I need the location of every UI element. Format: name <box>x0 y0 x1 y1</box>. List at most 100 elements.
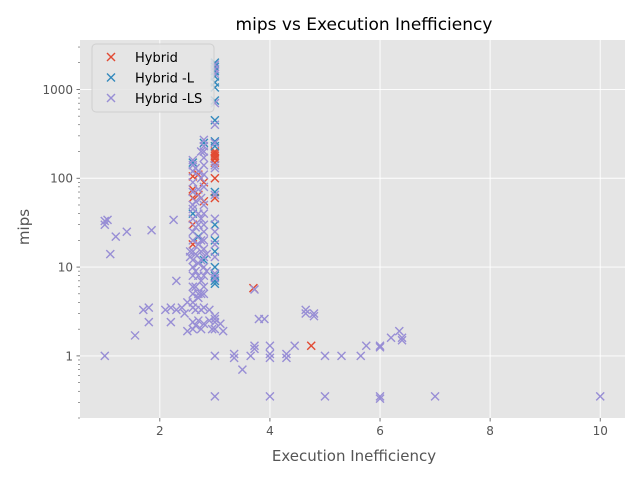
data-point <box>210 276 220 286</box>
data-point <box>430 391 440 401</box>
data-point <box>202 249 212 259</box>
data-point <box>320 391 330 401</box>
data-point <box>210 317 220 327</box>
data-point <box>199 170 209 180</box>
y-tick-label: 1000 <box>42 83 73 97</box>
data-point <box>182 326 192 336</box>
grid-lines <box>80 40 625 418</box>
data-point <box>199 182 209 192</box>
data-point <box>188 282 198 292</box>
data-point <box>265 391 275 401</box>
data-point <box>210 252 220 262</box>
data-point <box>356 351 366 361</box>
data-point <box>210 273 220 283</box>
axis-ticks: 2 4 6 8 10 1 10 100 1000 <box>42 46 608 438</box>
data-point <box>210 190 220 200</box>
legend-label: Hybrid <box>135 51 178 66</box>
data-point <box>199 303 209 313</box>
data-point <box>246 351 256 361</box>
data-point <box>309 311 319 321</box>
data-point <box>188 255 198 265</box>
data-point <box>210 235 220 245</box>
y-tick-label: 100 <box>50 172 73 186</box>
data-point <box>250 344 260 354</box>
data-point <box>193 184 203 194</box>
data-point <box>193 293 203 303</box>
data-point <box>188 227 198 237</box>
data-point <box>375 342 385 352</box>
data-point <box>199 255 209 265</box>
data-point <box>191 320 201 330</box>
data-point <box>210 163 220 173</box>
data-point <box>210 227 220 237</box>
legend-label: Hybrid -LS <box>135 92 202 107</box>
data-point <box>199 235 209 245</box>
data-point <box>130 330 140 340</box>
data-point <box>196 193 206 203</box>
data-point <box>397 335 407 345</box>
data-point <box>160 305 170 315</box>
data-point <box>229 353 239 363</box>
data-point <box>375 394 385 404</box>
chart-title: mips vs Execution Inefficiency <box>236 15 493 35</box>
legend-box <box>91 43 215 113</box>
data-point <box>191 266 201 276</box>
data-point <box>147 225 157 235</box>
data-point <box>210 173 220 183</box>
data-point <box>188 262 198 272</box>
data-point <box>210 351 220 361</box>
data-point <box>191 196 201 206</box>
data-point <box>210 151 220 161</box>
data-point <box>180 309 190 319</box>
data-point <box>111 232 121 242</box>
data-point <box>394 326 404 336</box>
data-point <box>265 353 275 363</box>
data-point <box>196 324 206 334</box>
data-point <box>166 317 176 327</box>
data-point <box>188 158 198 168</box>
data-point <box>196 276 206 286</box>
data-point <box>215 319 225 329</box>
data-point <box>188 235 198 245</box>
data-point <box>306 341 316 351</box>
data-point <box>375 391 385 401</box>
data-point <box>250 341 260 351</box>
data-point <box>210 214 220 224</box>
data-point <box>199 319 209 329</box>
data-point <box>199 244 209 254</box>
data-point <box>144 317 154 327</box>
data-point <box>210 391 220 401</box>
data-point <box>210 138 220 148</box>
data-point <box>250 284 260 294</box>
data-point <box>210 239 220 249</box>
data-point <box>199 282 209 292</box>
data-point <box>309 309 319 319</box>
data-point <box>100 216 110 226</box>
y-tick-label: 10 <box>58 261 73 275</box>
data-point <box>229 349 239 359</box>
data-point <box>290 341 300 351</box>
data-point <box>199 138 209 148</box>
data-point <box>386 333 396 343</box>
data-point <box>199 289 209 299</box>
x-axis-label: Execution Inefficiency <box>272 447 436 465</box>
data-point <box>210 154 220 164</box>
data-point <box>105 249 115 259</box>
data-point <box>202 266 212 276</box>
data-point <box>100 220 110 230</box>
data-point <box>196 214 206 224</box>
data-point <box>237 365 247 375</box>
data-point <box>199 153 209 163</box>
data-point <box>281 353 291 363</box>
legend-label: Hybrid -L <box>135 72 195 87</box>
y-axis-label: mips <box>15 209 33 245</box>
data-point <box>210 187 220 197</box>
data-point <box>196 289 206 299</box>
data-point <box>397 333 407 343</box>
y-tick-label: 1 <box>65 349 73 363</box>
data-point <box>281 349 291 359</box>
data-point <box>301 305 311 315</box>
legend-items: Hybrid Hybrid -L Hybrid -LS <box>106 51 202 107</box>
